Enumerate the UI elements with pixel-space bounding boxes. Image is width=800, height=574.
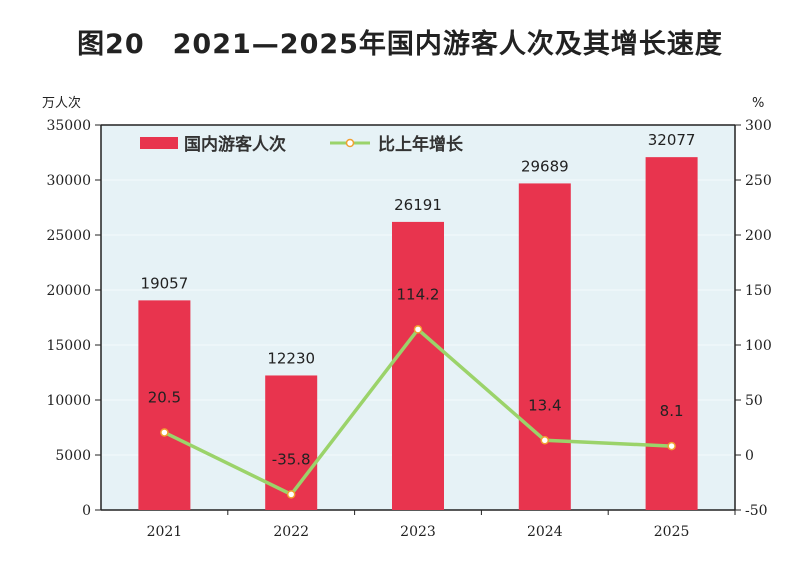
chart-title: 图20 2021—2025年国内游客人次及其增长速度 <box>77 29 723 60</box>
growth-label: 20.5 <box>148 388 181 406</box>
growth-label: -35.8 <box>272 450 311 468</box>
bar-2022 <box>265 375 318 510</box>
bar-label: 12230 <box>267 349 315 367</box>
bar-2025 <box>645 157 698 510</box>
growth-label: 114.2 <box>397 285 440 303</box>
x-tick-label: 2022 <box>273 524 309 540</box>
right-tick-label: 50 <box>745 393 763 409</box>
right-tick-label: 150 <box>745 283 772 299</box>
legend-bar-label: 国内游客人次 <box>184 134 286 155</box>
growth-label: 8.1 <box>660 402 684 420</box>
left-tick-label: 35000 <box>46 118 91 134</box>
x-tick-label: 2023 <box>400 524 436 540</box>
right-axis-unit: % <box>752 96 764 111</box>
bar-label: 29689 <box>521 157 569 175</box>
growth-point <box>160 428 169 437</box>
growth-point <box>286 490 296 499</box>
left-tick-label: 20000 <box>46 283 91 299</box>
right-tick-label: 200 <box>745 228 772 244</box>
right-tick-label: 250 <box>745 173 772 189</box>
bar-2023 <box>392 221 444 511</box>
legend-line-label: 比上年增长 <box>378 134 464 155</box>
x-tick-label: 2024 <box>527 524 563 540</box>
right-tick-label: -50 <box>745 503 768 519</box>
left-tick-label: 10000 <box>46 393 91 409</box>
growth-point <box>413 325 423 334</box>
bar-label: 26191 <box>394 196 442 214</box>
x-tick-label: 2025 <box>654 524 690 540</box>
growth-label: 13.4 <box>528 396 561 414</box>
left-axis-unit: 万人次 <box>42 95 81 111</box>
right-tick-label: 300 <box>745 118 772 134</box>
bar-label: 32077 <box>648 131 696 149</box>
growth-point <box>667 441 676 451</box>
x-tick-label: 2021 <box>147 524 183 540</box>
growth-point <box>540 436 550 445</box>
right-tick-label: 0 <box>745 448 754 464</box>
bar-2024 <box>518 183 571 510</box>
legend-line-marker <box>345 138 355 148</box>
legend-bar-swatch <box>140 137 178 149</box>
bar-label: 19057 <box>141 274 189 292</box>
right-tick-label: 100 <box>745 338 772 354</box>
left-tick-label: 5000 <box>55 448 91 464</box>
left-tick-label: 0 <box>82 503 91 519</box>
left-tick-label: 25000 <box>46 228 91 244</box>
left-tick-label: 30000 <box>46 173 91 189</box>
left-tick-label: 15000 <box>46 338 91 354</box>
bar-2021 <box>138 300 191 510</box>
